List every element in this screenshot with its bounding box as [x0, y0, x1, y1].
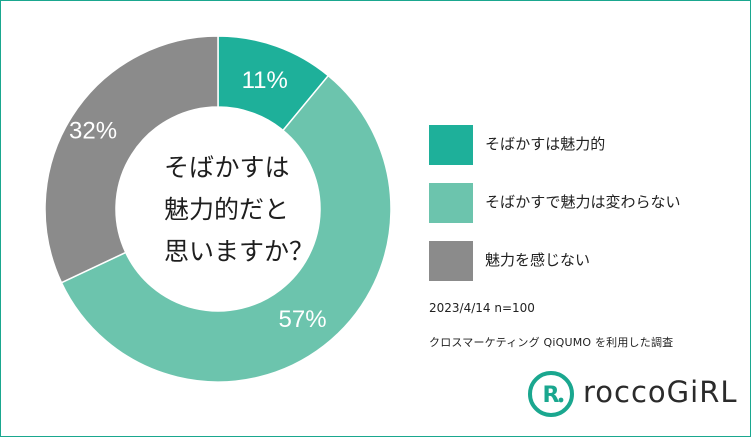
slice-label-no-change: 57% [279, 306, 327, 333]
legend-item-charming: そばかすは魅力的 [429, 125, 729, 165]
legend-swatch-not-charming [429, 241, 473, 281]
center-question-line-2: 魅力的だと [164, 195, 289, 224]
legend-label-no-change: そばかすで魅力は変わらない [485, 193, 681, 211]
slice-label-charming: 11% [242, 67, 288, 94]
survey-date-sample: 2023/4/14 n=100 [429, 301, 535, 315]
legend-item-not-charming: 魅力を感じない [429, 241, 729, 281]
legend-label-not-charming: 魅力を感じない [485, 251, 591, 269]
legend-item-no-change: そばかすで魅力は変わらない [429, 183, 729, 223]
slice-label-not-charming: 32% [69, 118, 117, 145]
legend-label-charming: そばかすは魅力的 [485, 135, 606, 153]
brand-name: roccoGiRL [583, 375, 738, 409]
legend-swatch-charming [429, 125, 473, 165]
legend-swatch-no-change [429, 183, 473, 223]
donut-slice-not-charming [44, 35, 219, 284]
center-question-line-3: 思いますか？ [164, 237, 314, 266]
center-question-line-1: そばかすは [164, 153, 290, 182]
donut-slice-no-change [60, 74, 392, 383]
survey-source: クロスマーケティング QiQUMO を利用した調査 [429, 336, 674, 349]
brand-logo-icon: R [528, 371, 574, 417]
svg-text:R: R [543, 383, 560, 408]
brand-logo: R roccoGiRL [527, 370, 737, 420]
